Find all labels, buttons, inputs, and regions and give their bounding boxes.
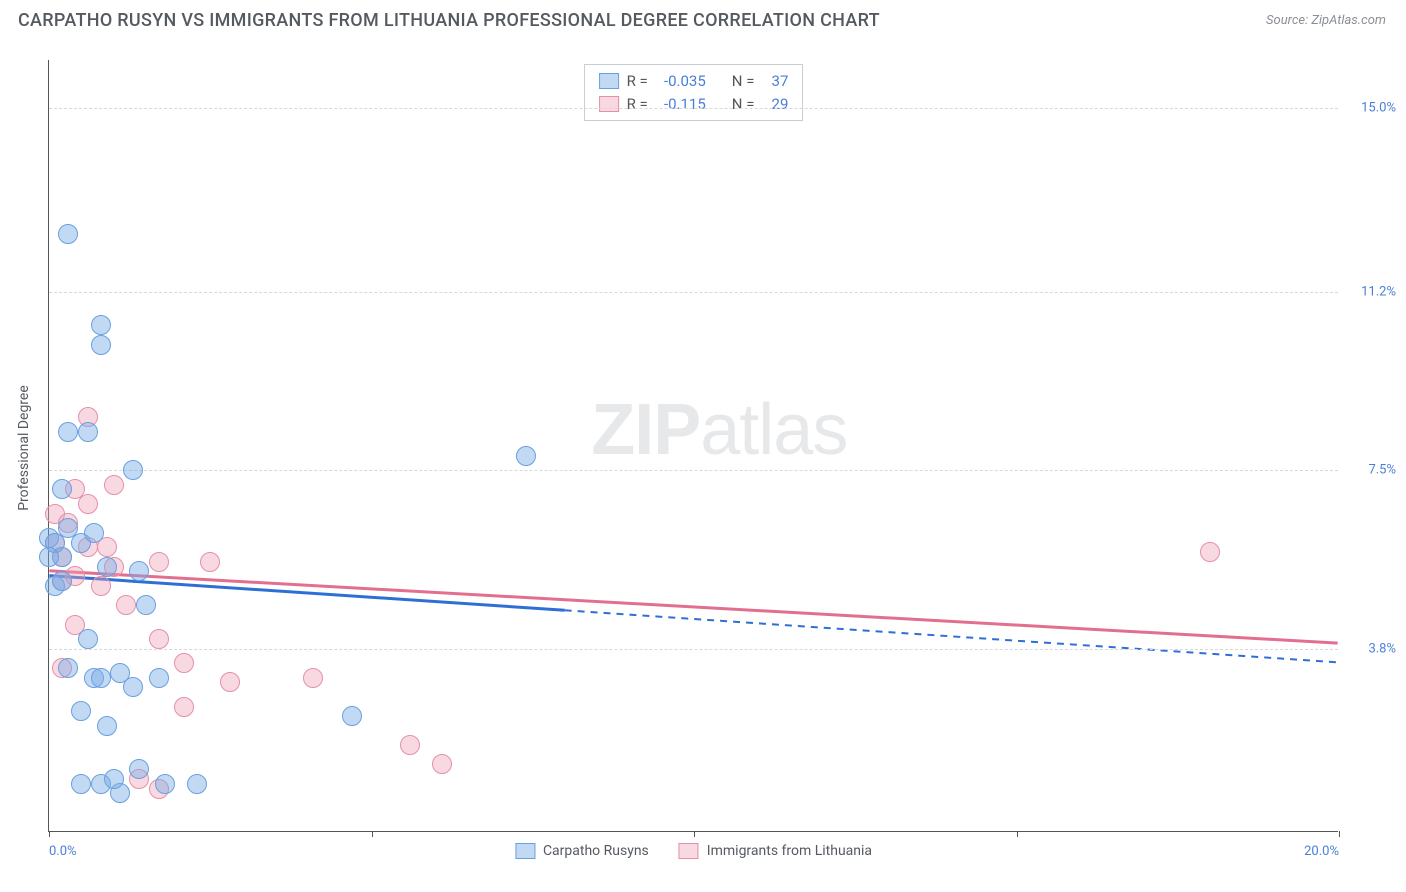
scatter-point [123, 677, 143, 697]
scatter-point [84, 523, 104, 543]
scatter-point [58, 422, 78, 442]
scatter-point [58, 658, 78, 678]
scatter-point [104, 475, 124, 495]
scatter-point [400, 735, 420, 755]
scatter-point [104, 769, 124, 789]
scatter-point [129, 561, 149, 581]
scatter-point [149, 629, 169, 649]
scatter-point [97, 716, 117, 736]
scatter-point [116, 595, 136, 615]
legend-swatch [599, 96, 619, 112]
n-label: N = [732, 70, 755, 93]
legend-swatch [679, 843, 699, 859]
x-tick [49, 831, 50, 837]
bottom-legend: Carpatho Rusyns Immigrants from Lithuania [515, 843, 872, 859]
x-tick [372, 831, 373, 837]
legend-swatch [515, 843, 535, 859]
trend-lines [49, 60, 1338, 831]
scatter-point [516, 446, 536, 466]
watermark: ZIPatlas [591, 389, 847, 471]
scatter-point [91, 576, 111, 596]
x-tick [1017, 831, 1018, 837]
scatter-point [71, 701, 91, 721]
scatter-point [91, 668, 111, 688]
x-tick [694, 831, 695, 837]
scatter-point [52, 479, 72, 499]
legend-swatch [599, 73, 619, 89]
scatter-point [71, 774, 91, 794]
legend-label: Immigrants from Lithuania [707, 843, 872, 859]
y-axis-label: Professional Degree [16, 385, 32, 511]
chart-plot-area: ZIPatlas R =-0.035N =37R =-0.115N =29 Ca… [48, 60, 1338, 832]
scatter-point [52, 571, 72, 591]
scatter-point [149, 668, 169, 688]
chart-title: CARPATHO RUSYN VS IMMIGRANTS FROM LITHUA… [18, 10, 880, 31]
gridline [49, 108, 1338, 109]
n-label: N = [732, 93, 755, 116]
scatter-point [129, 759, 149, 779]
scatter-point [136, 595, 156, 615]
source-label: Source: ZipAtlas.com [1266, 13, 1386, 28]
y-tick-label: 3.8% [1344, 641, 1396, 656]
scatter-point [149, 552, 169, 572]
scatter-point [303, 668, 323, 688]
scatter-point [187, 774, 207, 794]
scatter-point [1200, 542, 1220, 562]
scatter-point [97, 557, 117, 577]
stats-legend-row: R = -0.035 N = 37 [599, 70, 789, 93]
scatter-point [78, 629, 98, 649]
n-value: 37 [762, 70, 788, 93]
scatter-point [342, 706, 362, 726]
legend-item: Immigrants from Lithuania [679, 843, 872, 859]
x-tick-label: 0.0% [49, 844, 77, 859]
scatter-point [39, 547, 59, 567]
r-label: R = [627, 70, 648, 93]
r-value: -0.035 [656, 70, 706, 93]
legend-item: Carpatho Rusyns [515, 843, 649, 859]
gridline [49, 649, 1338, 650]
scatter-point [91, 335, 111, 355]
scatter-point [91, 315, 111, 335]
legend-label: Carpatho Rusyns [543, 843, 649, 859]
stats-legend-row: R = -0.115 N = 29 [599, 93, 789, 116]
scatter-point [78, 494, 98, 514]
scatter-point [174, 697, 194, 717]
scatter-point [58, 224, 78, 244]
r-label: R = [627, 93, 648, 116]
scatter-point [123, 460, 143, 480]
gridline [49, 292, 1338, 293]
scatter-point [220, 672, 240, 692]
scatter-point [58, 518, 78, 538]
x-tick-label: 20.0% [1304, 844, 1339, 859]
y-tick-label: 15.0% [1344, 101, 1396, 116]
scatter-point [78, 422, 98, 442]
n-value: 29 [762, 93, 788, 116]
y-tick-label: 7.5% [1344, 463, 1396, 478]
gridline [49, 470, 1338, 471]
scatter-point [432, 754, 452, 774]
r-value: -0.115 [656, 93, 706, 116]
scatter-point [155, 774, 175, 794]
scatter-point [200, 552, 220, 572]
scatter-point [174, 653, 194, 673]
x-tick [1339, 831, 1340, 837]
stats-legend-box: R = -0.035 N = 37 R = -0.115 N = 29 [584, 64, 804, 121]
y-tick-label: 11.2% [1344, 284, 1396, 299]
